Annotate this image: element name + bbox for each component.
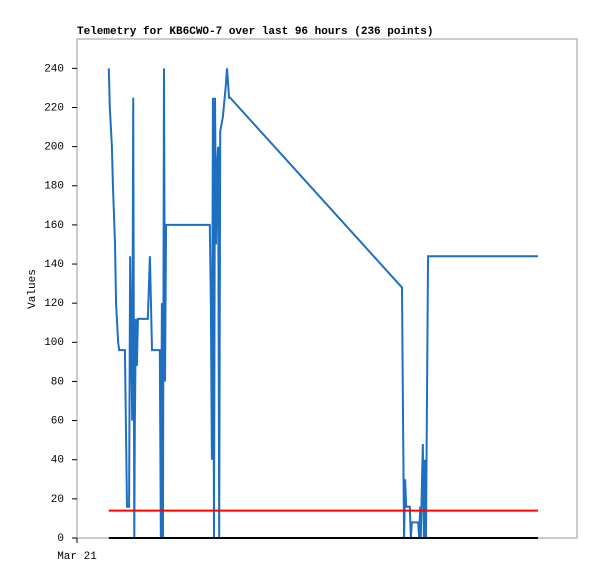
y-axis-label: Values <box>27 269 39 309</box>
y-tick-label: 120 <box>44 298 64 310</box>
series-line <box>107 68 538 539</box>
y-tick-label: 220 <box>44 102 64 114</box>
y-tick-label: 160 <box>44 220 64 232</box>
y-tick-label: 20 <box>51 494 64 506</box>
y-tick-label: 60 <box>51 415 64 427</box>
y-tick-label: 100 <box>44 337 64 349</box>
y-tick-label: 80 <box>51 376 64 388</box>
y-tick-label: 0 <box>57 533 64 545</box>
y-tick-label: 240 <box>44 63 64 75</box>
y-tick-label: 180 <box>44 181 64 193</box>
y-tick-label: 200 <box>44 142 64 154</box>
chart-title: Telemetry for KB6CWO-7 over last 96 hour… <box>77 26 433 38</box>
y-tick-label: 40 <box>51 455 64 467</box>
x-tick-label: Mar 21 <box>57 551 97 563</box>
y-tick-label: 140 <box>44 259 64 271</box>
